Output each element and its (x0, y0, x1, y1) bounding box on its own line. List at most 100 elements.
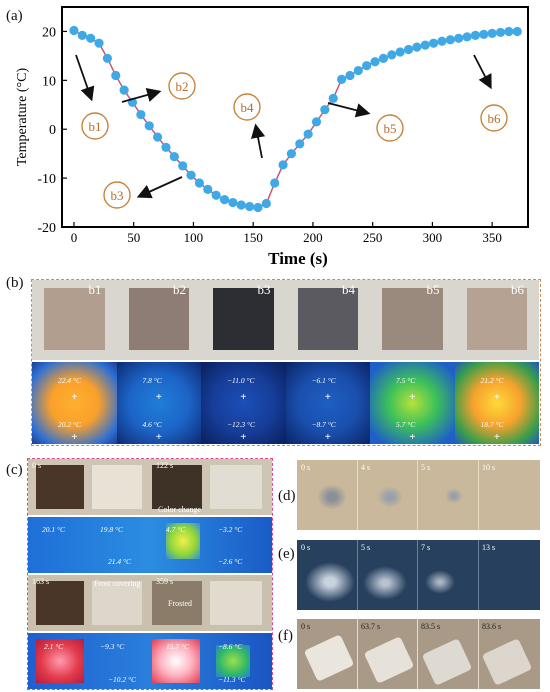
y-tick-label: -10 (37, 172, 56, 187)
f-time-0: 0 s (301, 622, 311, 631)
data-point (286, 149, 297, 159)
b-crosshair: + (155, 391, 163, 403)
f-time-2: 83.5 s (421, 622, 441, 631)
x-tick-label: 50 (127, 230, 140, 245)
e-time-3: 13 s (482, 543, 496, 552)
data-point (495, 27, 506, 38)
c-light-sample-1 (92, 465, 142, 509)
annotation-arrow (136, 176, 183, 199)
data-point (253, 202, 263, 213)
data-point (203, 184, 213, 194)
b-temp-top: 22.4 °C (58, 376, 82, 385)
b-temp-top: −6.1 °C (311, 376, 336, 385)
data-point (504, 26, 514, 37)
annotation-circle (168, 72, 196, 100)
data-point (320, 105, 330, 115)
b-crosshair: + (240, 431, 247, 443)
b-crosshair: + (409, 431, 416, 443)
b-crosshair: + (155, 431, 163, 443)
data-point (270, 178, 280, 188)
data-point (295, 139, 305, 149)
data-point (69, 25, 79, 36)
data-point (395, 47, 405, 57)
y-tick-label: -20 (37, 221, 56, 236)
b-crosshair: + (493, 391, 501, 403)
x-axis-label: Time (s) (268, 249, 328, 268)
c-dark-sample-4 (152, 581, 202, 625)
c-time-0: 0 s (32, 461, 42, 470)
data-point (194, 178, 205, 188)
b-thermal (201, 362, 286, 444)
data-point (420, 40, 430, 50)
c-dark-sample-2 (152, 465, 202, 509)
data-point (236, 200, 246, 210)
x-tick-label: 150 (243, 230, 263, 245)
data-point (345, 70, 355, 81)
data-point (412, 42, 422, 52)
data-point (462, 32, 472, 42)
b-thermal (32, 362, 117, 444)
c-note-color-change: Color change (158, 505, 201, 514)
data-point (378, 53, 389, 63)
c-thermal-hotspot-3 (152, 639, 200, 683)
x-tick-label: 100 (184, 230, 204, 245)
f-time-3: 83.6 s (482, 622, 502, 631)
panel-label-a: (a) (6, 8, 23, 24)
data-point (337, 74, 347, 84)
b-crosshair: + (493, 431, 501, 443)
d-time-3: 10 s (482, 463, 496, 472)
annotation-label: b5 (384, 121, 397, 136)
e-time-2: 7 s (421, 543, 431, 552)
data-point (437, 36, 447, 46)
data-point (303, 129, 313, 139)
b-panel-label: b6 (511, 282, 524, 297)
data-point (161, 142, 171, 152)
data-point (178, 161, 188, 171)
data-point (403, 44, 414, 55)
annotation-label: b3 (111, 188, 124, 203)
data-point (512, 26, 522, 37)
x-tick-label: 0 (71, 230, 78, 245)
data-point (470, 30, 481, 40)
annotation-circle (81, 112, 109, 140)
annotation-label: b1 (89, 119, 102, 134)
data-point (228, 197, 238, 208)
data-point (169, 152, 179, 162)
data-point (152, 132, 163, 142)
d-time-1: 4 s (361, 463, 371, 472)
b-crosshair: + (71, 431, 78, 443)
data-point (244, 201, 255, 212)
annotation-circle (233, 93, 261, 121)
e-image-strip: 0 s 5 s 7 s 13 s (297, 540, 540, 610)
b-temp-bottom: 18.7 °C (480, 420, 504, 429)
data-point (278, 160, 288, 170)
y-tick-label: 0 (49, 123, 56, 138)
annotation-label: b6 (488, 111, 502, 126)
data-point (94, 38, 104, 48)
b-temp-top: 21.2 °C (480, 376, 504, 385)
data-point (487, 28, 497, 38)
b-temp-top: 7.5 °C (396, 376, 416, 385)
b-thermal (285, 362, 370, 444)
c-thermal-row-1 (28, 517, 272, 573)
y-tick-label: 20 (42, 25, 56, 40)
x-tick-label: 350 (482, 230, 502, 245)
panel-label-e: (e) (278, 546, 295, 562)
b-panel-label: b2 (173, 282, 186, 297)
b-image-strip: b1 22.4 °C +20.2 °C + b2 7.8 °C +4.6 °C + b3 −11.… (31, 279, 541, 446)
b-crosshair: + (240, 391, 247, 403)
b-temp-bottom: 4.6 °C (142, 420, 162, 429)
data-point (261, 198, 271, 209)
data-point (311, 117, 322, 127)
f-image-strip: 0 s 63.7 s 83.5 s 83.6 s (297, 619, 540, 689)
annotation-arrow (473, 54, 492, 90)
annotation-arrow (250, 123, 266, 159)
b-panel-label: b3 (257, 282, 271, 297)
b-sample (44, 288, 105, 350)
annotation-arrow (327, 102, 371, 118)
panel-label-d: (d) (278, 488, 296, 504)
d-time-0: 0 s (301, 463, 311, 472)
b-sample (382, 288, 443, 350)
c-light-sample-4 (210, 581, 262, 625)
temperature-chart: 0 50 100 150 200 250 300 350 -20 -10 0 10 20 b1 b2 b3 b… (15, 6, 529, 268)
